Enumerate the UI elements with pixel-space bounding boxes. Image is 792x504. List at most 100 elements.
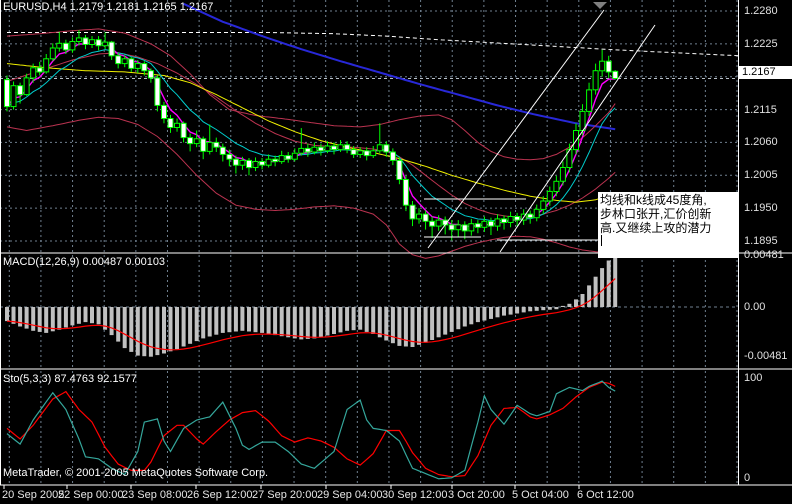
candle-body-bull [206, 141, 213, 152]
macd-axis-label: 0.00481 [744, 249, 784, 261]
macd-histogram-bar [135, 307, 140, 356]
macd-histogram-bar [325, 307, 330, 336]
macd-histogram-bar [83, 307, 88, 323]
macd-histogram-bar [37, 307, 42, 332]
macd-histogram-bar [521, 307, 526, 313]
candle-body-bull [252, 161, 259, 168]
candle-body-bear [213, 141, 220, 148]
candle-body-bear [141, 63, 148, 72]
candle-body-bear [232, 158, 239, 166]
chart-shift-marker-icon[interactable] [593, 2, 607, 9]
ma-white-line [7, 32, 740, 57]
macd-histogram-bar [50, 307, 55, 332]
candle-body-bull [376, 144, 383, 152]
macd-histogram-bar [175, 307, 179, 350]
candle-body-bull [481, 220, 488, 228]
macd-histogram-bar [142, 307, 147, 357]
candle-body-bear [605, 60, 612, 73]
time-axis-label: 22 Sep 00:00 [58, 489, 124, 501]
candle-body-bull [586, 89, 593, 112]
text-caret [601, 235, 602, 246]
candle-body-bear [167, 118, 174, 128]
macd-histogram-bar [580, 294, 585, 307]
candle-body-bear [226, 153, 233, 160]
time-axis-label: 27 Sep 20:00 [252, 489, 318, 501]
candle-body-bull [455, 224, 462, 231]
candle-body-bear [161, 104, 167, 120]
macd-histogram-bar [554, 307, 559, 310]
candle-body-bear [402, 179, 409, 206]
bollinger-lower-band [6, 116, 616, 259]
time-axis-label: 26 Sep 12:00 [187, 489, 253, 501]
current-price-tag: 1.2167 [739, 66, 792, 79]
annotation-line: 高.又继续上攻的潜力 [600, 221, 712, 235]
macd-histogram-bar [155, 307, 160, 356]
candle-body-bull [265, 158, 272, 166]
macd-histogram-bar [443, 307, 448, 335]
macd-histogram-bar [456, 307, 461, 330]
candle-body-bear [154, 77, 161, 106]
macd-histogram-bar [332, 307, 336, 334]
candle-body-bull [311, 146, 318, 153]
candle-body-bull [494, 218, 501, 227]
macd-histogram-bar [384, 307, 389, 341]
macd-axis-label: 0.00 [744, 301, 766, 313]
macd-histogram-bar [18, 307, 23, 327]
macd-histogram-bar [390, 307, 395, 344]
macd-histogram-bar [312, 307, 317, 339]
candle-body-bull [507, 216, 514, 223]
macd-histogram-bar [574, 299, 578, 307]
candle-body-bull [69, 41, 76, 51]
macd-histogram-bar [358, 307, 363, 330]
macd-histogram-bar [122, 307, 127, 349]
macd-histogram-bar [214, 307, 219, 335]
candle-body-bear [501, 218, 507, 223]
macd-histogram-bar [423, 307, 428, 343]
sto-axis-label: 100 [744, 372, 763, 384]
annotation-line: 均线和k线成45度角, [600, 193, 707, 207]
macd-histogram-bar [24, 307, 29, 329]
time-axis-label: 23 Sep 08:00 [122, 489, 188, 501]
macd-histogram-bar [338, 307, 343, 333]
candle-body-bull [121, 58, 128, 65]
candle-body-bear [461, 224, 468, 232]
candle-body-bull [599, 60, 606, 72]
macd-histogram-bar [397, 307, 402, 346]
macd-histogram-bar [260, 307, 265, 333]
trendline [427, 9, 605, 249]
candle-body-bear [488, 220, 494, 227]
stochastic-signal-line [6, 381, 616, 478]
annotation-text-box[interactable]: 均线和k线成45度角, 步林口张开,汇价创新 高.又继续上攻的潜力 [598, 192, 739, 258]
candle-body-bull [278, 155, 285, 163]
time-axis-label: 6 Oct 12:00 [577, 489, 634, 501]
candle-body-bear [95, 39, 102, 47]
candle-body-bear [82, 37, 89, 46]
candle-body-bear [317, 146, 324, 152]
candle-body-bull [193, 138, 200, 145]
candle-body-bear [350, 149, 357, 155]
time-axis-label: 30 Sep 12:00 [382, 489, 448, 501]
price-axis-label: 1.2005 [744, 169, 778, 181]
macd-histogram-bar [292, 307, 297, 339]
stochastic-main-line [6, 380, 616, 480]
candle-body-bear [272, 158, 279, 163]
candle-body-bear [187, 137, 194, 145]
candle-body-bear [219, 146, 226, 155]
candle-body-bull [324, 145, 331, 152]
macd-histogram-bar [207, 307, 212, 337]
macd-histogram-bar [103, 307, 108, 330]
macd-histogram-bar [305, 307, 310, 339]
candle-body-bull [357, 150, 364, 155]
candle-body-bear [17, 85, 24, 96]
macd-histogram-bar [76, 307, 81, 324]
bollinger-middle-band [6, 52, 616, 218]
candle-body-bear [422, 213, 429, 222]
macd-histogram-bar [220, 307, 225, 333]
candle-body-bull [43, 58, 50, 73]
macd-histogram-bar [482, 307, 487, 321]
ma-yellow-line [6, 63, 616, 203]
macd-histogram-bar [129, 307, 134, 352]
time-axis-label: 29 Sep 04:00 [317, 489, 383, 501]
annotation-line: 步林口张开,汇价创新 [600, 207, 712, 221]
